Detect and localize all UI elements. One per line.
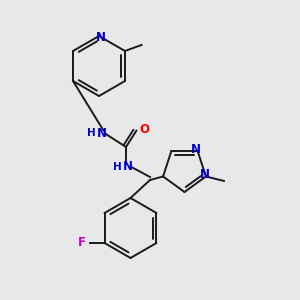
Text: H: H [87, 128, 96, 139]
Text: N: N [95, 31, 106, 44]
Text: O: O [139, 122, 149, 136]
Text: H: H [113, 161, 122, 172]
Text: N: N [122, 160, 133, 173]
Text: N: N [200, 169, 209, 182]
Text: N: N [191, 143, 201, 156]
Text: F: F [78, 236, 86, 250]
Text: N: N [97, 127, 107, 140]
